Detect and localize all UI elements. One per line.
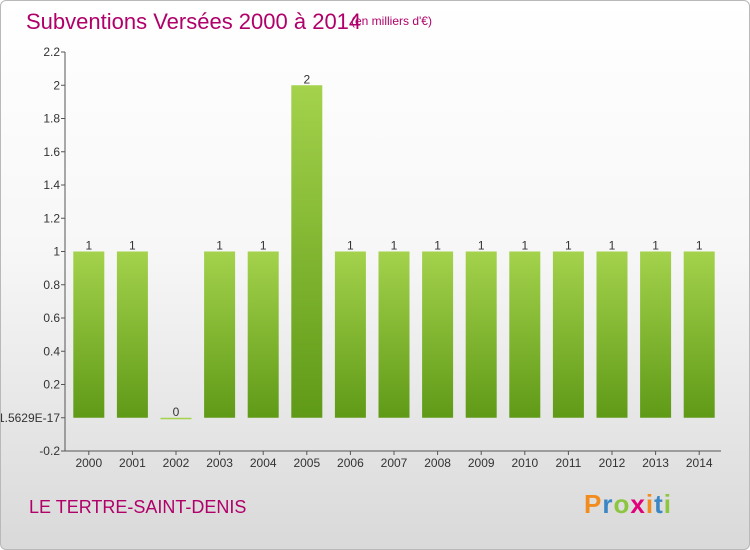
bar-chart: 2.2 2 1.8 1.6 1.4 1.2 1 0.8 0.6 0.4 0.2 -1.5629E-17…	[1, 45, 721, 470]
x-tick-label: 2009	[468, 456, 495, 470]
x-tick-label: 2001	[119, 456, 146, 470]
bar-2005	[291, 85, 323, 418]
y-tick-label: 1.4	[43, 178, 60, 192]
bar-2009	[465, 251, 497, 418]
y-tick-label: 0.6	[43, 311, 60, 325]
y-tick-label: -1.5629E-17	[1, 411, 60, 425]
bar-2012	[596, 251, 628, 418]
data-label: 1	[85, 239, 92, 253]
logo-letter: i	[645, 489, 655, 519]
bar-2002	[160, 417, 192, 420]
chart-unit: (en milliers d'€)	[351, 14, 432, 28]
logo-letter: r	[602, 489, 614, 519]
commune-name: LE TERTRE-SAINT-DENIS	[29, 497, 247, 517]
bar-2014	[683, 251, 715, 418]
bar-2001	[116, 251, 148, 418]
data-label: 1	[129, 239, 136, 253]
x-tick-label: 2011	[555, 456, 581, 470]
x-tick-label: 2003	[206, 456, 233, 470]
bar-2003	[204, 251, 236, 418]
data-label: 1	[347, 239, 354, 253]
x-tick-label: 2007	[381, 456, 408, 470]
chart-title: Subventions Versées 2000 à 2014	[26, 9, 362, 34]
x-tick-label: 2000	[75, 456, 102, 470]
data-label: 1	[391, 239, 398, 253]
y-tick-label: 0.2	[43, 378, 60, 392]
y-tick-label: -0.2	[39, 444, 60, 458]
x-tick-label: 2013	[642, 456, 669, 470]
bar-2011	[552, 251, 584, 418]
proxiti-logo[interactable]: Proxiti	[584, 489, 672, 520]
data-label: 1	[521, 239, 528, 253]
x-tick-label: 2004	[250, 456, 277, 470]
bar-2006	[334, 251, 366, 418]
data-label: 2	[303, 72, 310, 86]
logo-letter: o	[613, 489, 631, 519]
y-tick-label: 1.6	[43, 145, 60, 159]
logo-letter: i	[663, 489, 672, 519]
y-tick-label: 0.8	[43, 278, 60, 292]
y-tick-label: 1	[53, 245, 60, 259]
data-label: 1	[434, 239, 441, 253]
bar-2000	[73, 251, 105, 418]
x-tick-label: 2002	[163, 456, 190, 470]
x-tick-label: 2014	[686, 456, 713, 470]
bar-2004	[247, 251, 279, 418]
bar-2013	[640, 251, 672, 418]
logo-letter: x	[630, 489, 646, 519]
data-label: 1	[478, 239, 485, 253]
y-tick-label: 0.4	[43, 344, 60, 358]
data-label: 1	[260, 239, 267, 253]
logo-letter: P	[584, 489, 603, 519]
x-tick-label: 2012	[599, 456, 626, 470]
data-label: 1	[696, 239, 703, 253]
y-tick-label: 2.2	[43, 45, 60, 59]
bar-2008	[422, 251, 454, 418]
data-label: 1	[652, 239, 659, 253]
y-tick-label: 1.8	[43, 112, 60, 126]
data-label: 1	[565, 239, 572, 253]
data-label: 1	[216, 239, 223, 253]
x-tick-label: 2008	[424, 456, 451, 470]
data-label: 1	[609, 239, 616, 253]
x-tick-label: 2005	[293, 456, 320, 470]
x-tick-label: 2010	[511, 456, 538, 470]
y-tick-label: 2	[53, 78, 60, 92]
logo-letter: t	[654, 489, 664, 519]
bar-2010	[509, 251, 541, 418]
data-label: 0	[173, 405, 180, 419]
bar-2007	[378, 251, 410, 418]
y-tick-label: 1.2	[43, 211, 60, 225]
x-tick-label: 2006	[337, 456, 364, 470]
